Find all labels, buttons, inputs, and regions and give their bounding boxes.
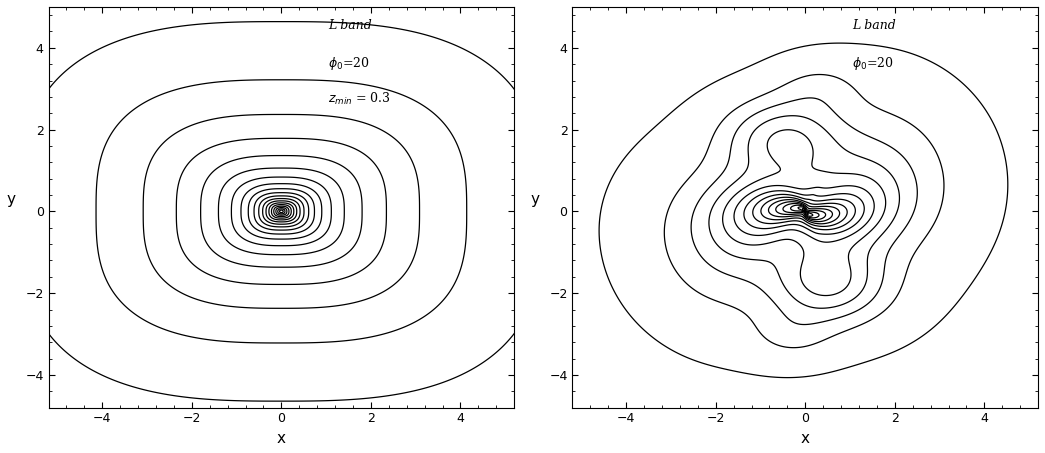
Text: $\phi_0$=20: $\phi_0$=20	[328, 55, 370, 72]
Text: $\phi_0$=20: $\phi_0$=20	[852, 55, 893, 72]
Text: L band: L band	[852, 19, 896, 32]
Text: L band: L band	[328, 19, 372, 32]
Y-axis label: y: y	[7, 192, 16, 207]
Text: $z_{min}$ = 0.3: $z_{min}$ = 0.3	[328, 91, 391, 107]
X-axis label: x: x	[800, 431, 810, 446]
X-axis label: x: x	[277, 431, 286, 446]
Y-axis label: y: y	[531, 192, 540, 207]
